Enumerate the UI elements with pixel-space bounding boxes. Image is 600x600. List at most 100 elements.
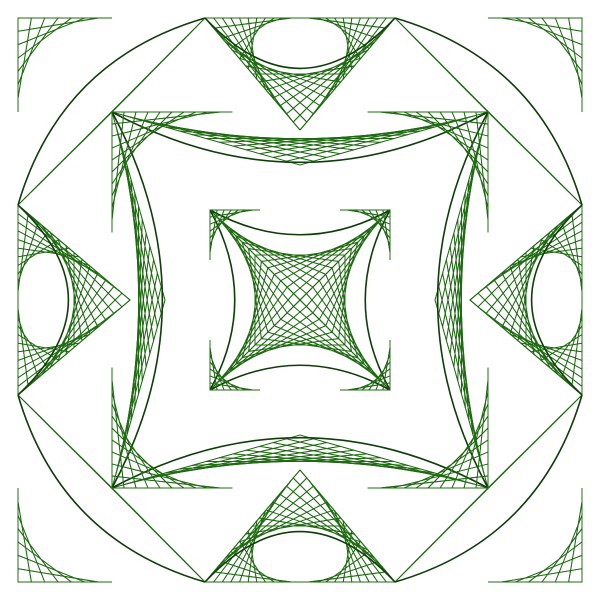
stitch-line — [49, 272, 99, 369]
stitch-line — [541, 528, 583, 583]
stitch-line — [316, 561, 379, 583]
stitch-line — [221, 17, 284, 39]
stitch-line — [305, 293, 385, 385]
stitch-line — [17, 501, 32, 583]
stitch-line — [475, 379, 489, 489]
stitch-line — [17, 230, 49, 275]
stitch-line — [222, 222, 288, 314]
stitch-line — [501, 272, 551, 369]
stitch-line — [331, 267, 359, 359]
stitch-line — [514, 17, 583, 46]
stitch-line — [316, 17, 379, 39]
stitch-line — [111, 111, 161, 185]
stitch-line — [487, 394, 583, 489]
stitch-line — [561, 221, 583, 284]
stitch-line — [17, 17, 86, 46]
boundary-curve — [394, 17, 583, 206]
stitch-line — [213, 479, 292, 583]
stitch-line — [530, 342, 583, 353]
stitch-line — [258, 65, 355, 83]
stitch-line — [528, 541, 583, 583]
stitch-line — [209, 209, 239, 232]
stitch-line — [111, 427, 173, 489]
stitch-line — [222, 312, 314, 378]
stitch-line — [382, 347, 391, 391]
stitch-line — [451, 403, 489, 489]
boundary-curve — [17, 17, 206, 206]
stitch-line — [111, 391, 137, 489]
stitch-line — [247, 17, 258, 70]
stitch-line — [111, 379, 125, 489]
stitch-line — [17, 316, 39, 379]
stitch-line — [17, 247, 70, 258]
stitch-line — [342, 17, 353, 70]
stitch-line — [463, 391, 489, 489]
stitch-line — [17, 541, 72, 583]
boundary-curve — [209, 364, 391, 391]
stitch-line — [17, 17, 59, 72]
stitch-line — [17, 204, 131, 301]
boundary-curve — [111, 436, 489, 489]
stitch-line — [325, 273, 365, 365]
stitch-line — [427, 427, 489, 489]
stitch-line — [342, 530, 353, 583]
stitch-line — [489, 221, 583, 284]
stitch-line — [475, 111, 489, 221]
stitch-line — [293, 215, 385, 295]
stitch-line — [485, 285, 567, 382]
stitch-line — [134, 192, 143, 382]
boundary-curve — [204, 17, 396, 70]
stitch-line — [221, 561, 284, 583]
stitch-line — [501, 568, 583, 583]
boundary-curve — [530, 204, 583, 396]
stitch-line — [209, 368, 239, 391]
stitch-line — [248, 338, 340, 352]
stitch-line — [232, 130, 422, 147]
stitch-line — [115, 124, 162, 314]
stitch-line — [17, 568, 99, 583]
stitch-line — [235, 235, 275, 327]
stitch-line — [312, 286, 378, 378]
stitch-line — [501, 17, 583, 32]
stitch-line — [316, 489, 379, 583]
stitch-line — [427, 111, 489, 173]
boundary-curve — [209, 209, 236, 391]
stitch-line — [285, 485, 382, 567]
stitch-line — [17, 528, 59, 583]
stitch-line — [209, 347, 218, 391]
stitch-line — [361, 368, 391, 391]
boundary-curve — [17, 394, 206, 583]
stitch-line — [267, 241, 359, 269]
stitch-line — [541, 17, 583, 72]
stitch-line — [463, 111, 489, 209]
stitch-line — [299, 17, 396, 131]
stitch-line — [17, 239, 60, 266]
stitch-line — [489, 316, 583, 379]
stitch-line — [442, 272, 481, 462]
stitch-line — [325, 551, 370, 583]
stitch-line — [111, 111, 125, 221]
stitch-line — [235, 325, 327, 365]
stitch-line — [215, 305, 307, 385]
stitch-line — [439, 111, 489, 185]
boundary-curve — [436, 111, 489, 489]
stitch-line — [308, 17, 387, 121]
stitch-line — [469, 204, 583, 301]
stitch-line — [204, 469, 301, 583]
stitch-line — [568, 17, 583, 99]
stitch-line — [111, 111, 149, 197]
boundary-curve — [394, 394, 583, 583]
stitch-line — [286, 222, 378, 288]
center-star-stitching — [209, 209, 391, 391]
stitch-line — [530, 247, 583, 258]
stitch-line — [285, 33, 382, 115]
boundary-curve — [111, 111, 164, 489]
stitch-line — [299, 469, 396, 583]
stitch-line — [325, 17, 370, 49]
stitch-line — [439, 415, 489, 489]
stitch-line — [241, 331, 333, 359]
middle-ring-stitching — [111, 111, 489, 489]
stitch-line — [347, 382, 391, 391]
stitch-line — [204, 17, 301, 131]
